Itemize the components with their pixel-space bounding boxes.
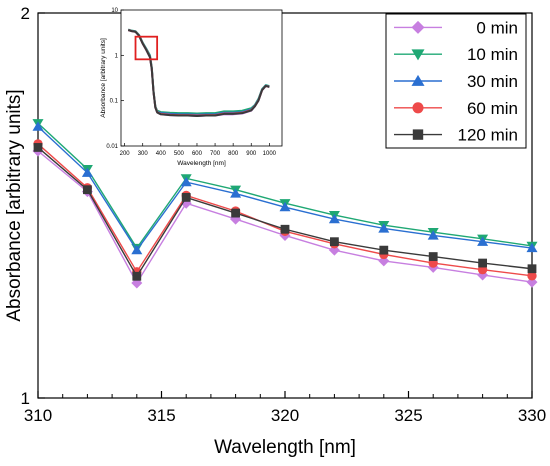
legend-marker: [412, 102, 424, 114]
main-plot: 310 315 320 325 330 1 2 Wavelength [nm] Absorban…: [4, 4, 546, 458]
x-tick-label: 310: [24, 406, 52, 425]
x-tick-label: 315: [147, 406, 175, 425]
x-tick-label: 320: [271, 406, 299, 425]
data-point: [428, 252, 438, 261]
inset-frame: [120, 9, 283, 147]
inset-x-tick-label: 600: [192, 151, 203, 157]
inset-y-tick-label: 0.1: [110, 99, 119, 105]
data-point: [181, 192, 191, 202]
inset-y-axis-title: Absorbance [arbitrary units]: [100, 38, 107, 118]
data-point: [527, 264, 537, 274]
inset-zoom-region: [134, 35, 159, 61]
x-tick-label: 325: [394, 406, 422, 425]
legend-marker: [411, 49, 425, 61]
data-point: [132, 271, 142, 281]
legend: 0 min 10 min 30 min 60 min 120 min: [385, 13, 527, 149]
inset-x-tick-label: 900: [246, 151, 257, 157]
data-point: [478, 258, 487, 268]
legend-label: 10 min: [467, 45, 518, 64]
data-point: [526, 242, 538, 253]
legend-marker: [411, 74, 425, 86]
inset-x-axis-title: Wavelength [nm]: [177, 160, 226, 167]
legend-item: 30 min: [394, 72, 518, 91]
legend-label: 60 min: [467, 99, 518, 118]
data-point: [378, 223, 390, 233]
data-point: [32, 121, 44, 131]
legend-label: 0 min: [476, 18, 518, 37]
data-point: [427, 230, 439, 240]
data-point: [83, 185, 92, 195]
inset-x-tick-label: 400: [156, 151, 167, 157]
inset-x-tick-label: 1000: [263, 151, 277, 157]
legend-item: 10 min: [394, 45, 518, 64]
legend-label: 30 min: [467, 72, 518, 91]
legend-item: 0 min: [394, 18, 518, 37]
inset-x-tick-label: 500: [174, 151, 185, 157]
legend-marker: [412, 129, 424, 140]
legend-label: 120 min: [458, 126, 518, 145]
data-point: [527, 271, 537, 281]
inset-x-tick-label: 300: [138, 151, 149, 157]
data-point: [231, 208, 240, 218]
inset-x-tick-label: 800: [228, 151, 239, 157]
inset-y-tick-label: 10: [111, 8, 118, 14]
data-point: [328, 213, 340, 224]
data-point: [131, 244, 143, 255]
legend-item: 60 min: [394, 99, 518, 118]
data-point: [379, 245, 389, 255]
x-axis-title: Wavelength [nm]: [214, 437, 356, 458]
data-point: [280, 224, 290, 234]
series-line: [37, 150, 533, 285]
data-point: [33, 143, 43, 152]
data-point: [330, 237, 339, 247]
inset-series-line: [127, 29, 270, 117]
y-axis-title: Absorbance [arbitrary units]: [4, 89, 25, 321]
y-tick-label: 2: [21, 4, 30, 23]
legend-item: 120 min: [394, 126, 518, 145]
data-point: [81, 167, 93, 177]
inset-x-tick-label: 700: [210, 151, 221, 157]
inset-x-tick-label: 200: [120, 151, 131, 157]
data-point: [180, 176, 192, 187]
inset-y-tick-label: 1: [115, 53, 119, 59]
data-point: [477, 236, 489, 246]
data-point: [230, 188, 242, 198]
legend-marker: [411, 20, 425, 34]
x-tick-label: 330: [518, 406, 546, 425]
inset-y-tick-label: 0.01: [106, 144, 118, 150]
data-point: [279, 201, 291, 212]
inset-plot: 200 300 400 500 600 700 800 900 1000 0.01 0.1 1 10 Wa…: [100, 8, 283, 167]
y-tick-label: 1: [21, 389, 30, 408]
